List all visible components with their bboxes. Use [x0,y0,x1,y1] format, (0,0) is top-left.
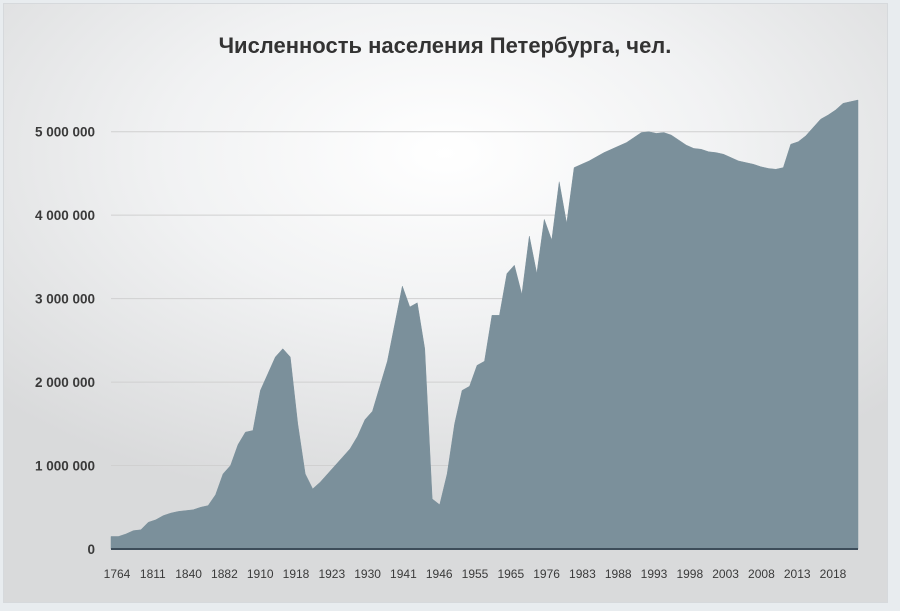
x-tick-label: 2018 [820,567,847,581]
y-tick-label: 4 000 000 [35,208,95,223]
x-tick-label: 1882 [211,567,238,581]
x-tick-label: 1811 [140,567,166,581]
x-tick-label: 1955 [462,567,489,581]
y-tick-label: 1 000 000 [35,459,95,474]
x-axis-ticks: 1764 1811 1840 1882 1910 1918 1923 1930 1941 1946… [104,567,847,581]
x-tick-label: 1923 [318,567,345,581]
chart-title: Численность населения Петербурга, чел. [219,33,672,58]
x-tick-label: 1988 [605,567,632,581]
y-tick-label: 3 000 000 [35,292,95,307]
x-tick-label: 2013 [784,567,811,581]
x-tick-label: 1941 [390,567,417,581]
x-tick-label: 1998 [676,567,703,581]
x-tick-label: 1840 [175,567,202,581]
x-tick-label: 1983 [569,567,596,581]
x-tick-label: 1764 [104,567,131,581]
x-tick-label: 2003 [712,567,739,581]
population-area [110,99,859,550]
x-tick-label: 2008 [748,567,775,581]
y-tick-label: 2 000 000 [35,375,95,390]
x-tick-label: 1930 [354,567,381,581]
y-tick-label: 5 000 000 [35,125,95,140]
x-tick-label: 1918 [283,567,310,581]
y-tick-label: 0 [87,542,95,557]
y-axis-ticks: 0 1 000 000 2 000 000 3 000 000 4 000 000 5 0… [35,125,95,557]
x-tick-label: 1976 [533,567,560,581]
x-tick-label: 1946 [426,567,453,581]
x-tick-label: 1993 [641,567,668,581]
x-tick-label: 1910 [247,567,274,581]
x-tick-label: 1965 [497,567,524,581]
